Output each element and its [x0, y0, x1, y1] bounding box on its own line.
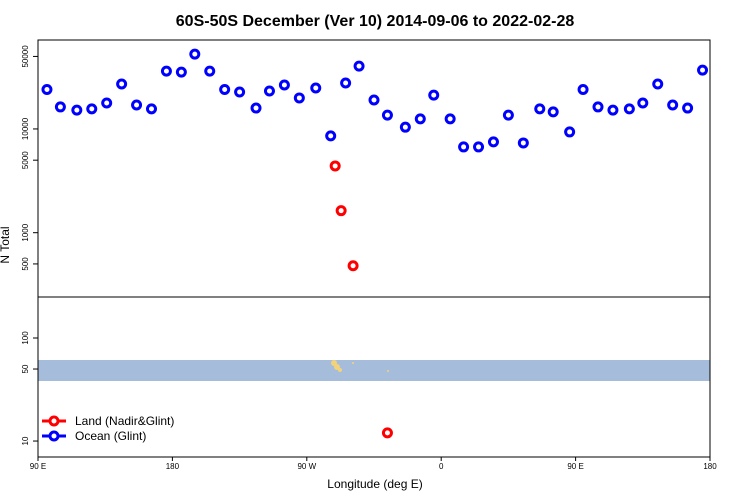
point	[145, 103, 157, 115]
point	[234, 86, 246, 98]
point	[517, 137, 529, 149]
point	[502, 109, 514, 121]
point	[381, 427, 393, 439]
y-tick-label: 100	[21, 331, 30, 345]
point	[278, 79, 290, 91]
point	[325, 130, 337, 142]
point	[250, 102, 262, 114]
point	[637, 97, 649, 109]
point	[101, 97, 113, 109]
point	[335, 205, 347, 217]
point	[310, 82, 322, 94]
point	[329, 160, 341, 172]
point	[473, 141, 485, 153]
x-tick-label: 180	[166, 462, 180, 471]
point	[564, 126, 576, 138]
x-tick-label: 180	[703, 462, 717, 471]
point	[623, 103, 635, 115]
point	[131, 99, 143, 111]
x-tick-label: 90 E	[30, 462, 46, 471]
land-spots	[331, 360, 389, 372]
y-tick-label: 1000	[21, 223, 30, 241]
point	[54, 101, 66, 113]
point	[682, 102, 694, 114]
point	[175, 66, 187, 78]
point	[667, 99, 679, 111]
legend-marker	[48, 430, 60, 442]
chart-title: 60S-50S December (Ver 10) 2014-09-06 to …	[176, 13, 575, 30]
legend-label: Land (Nadir&Glint)	[75, 414, 174, 428]
point	[340, 77, 352, 89]
y-tick-label: 500	[21, 257, 30, 271]
point	[160, 65, 172, 77]
point	[592, 101, 604, 113]
legend-label: Ocean (Glint)	[75, 429, 146, 443]
x-tick-label: 90 E	[567, 462, 583, 471]
y-tick-label: 10	[21, 436, 30, 445]
point	[86, 103, 98, 115]
point	[41, 84, 53, 96]
point	[652, 78, 664, 90]
point	[347, 260, 359, 272]
y-tick-label: 5000	[21, 151, 30, 169]
point	[577, 84, 589, 96]
latitude-band	[38, 360, 710, 381]
x-tick-label: 0	[439, 462, 444, 471]
point	[428, 89, 440, 101]
plot-frame	[37, 39, 711, 298]
plot-frame	[37, 296, 711, 458]
point	[219, 84, 231, 96]
point	[263, 85, 275, 97]
y-tick-label: 50	[21, 364, 30, 373]
point	[368, 94, 380, 106]
point	[458, 141, 470, 153]
point	[607, 104, 619, 116]
x-tick-label: 90 W	[297, 462, 316, 471]
point	[697, 64, 709, 76]
legend-marker	[48, 415, 60, 427]
y-tick-label: 10000	[21, 117, 30, 140]
point	[189, 48, 201, 60]
y-axis-label: N Total	[0, 226, 12, 263]
point	[71, 104, 83, 116]
point	[381, 109, 393, 121]
point	[487, 136, 499, 148]
point	[204, 65, 216, 77]
y-tick-label: 50000	[21, 45, 30, 68]
point	[399, 121, 411, 133]
point	[414, 113, 426, 125]
point	[547, 106, 559, 118]
point	[353, 60, 365, 72]
point	[293, 92, 305, 104]
point	[444, 113, 456, 125]
point	[116, 78, 128, 90]
point	[534, 103, 546, 115]
x-axis-label: Longitude (deg E)	[327, 477, 422, 491]
